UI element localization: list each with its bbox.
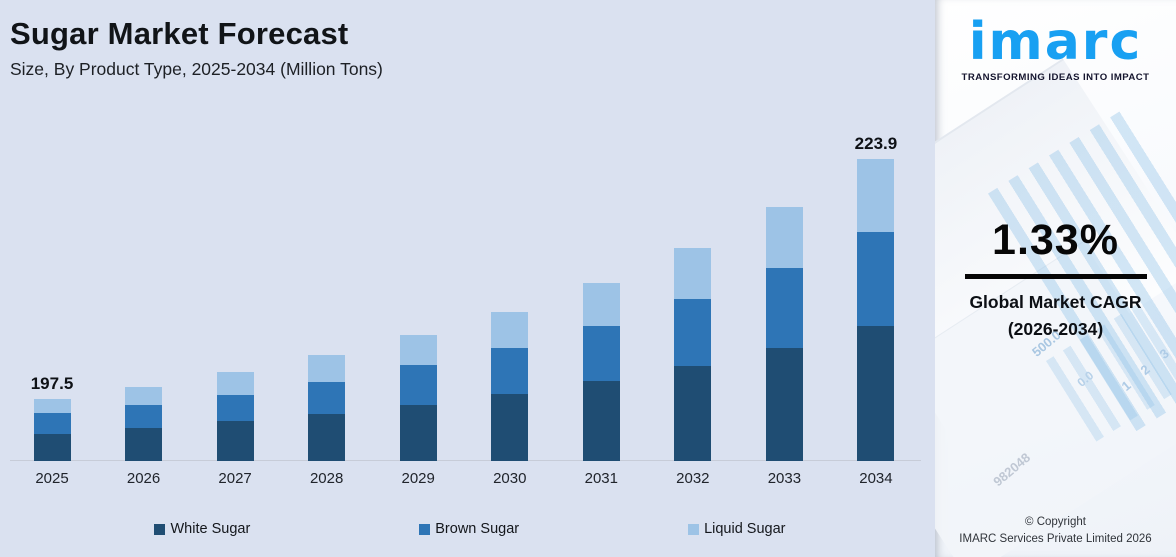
- bar-segment-brown-sugar: [125, 405, 163, 428]
- x-axis-tick-2028: 2028: [309, 470, 344, 487]
- bar-segment-white-sugar: [491, 394, 529, 461]
- decor-watermark-number: 0.0: [1074, 368, 1097, 390]
- copyright-line2: IMARC Services Private Limited 2026: [959, 533, 1152, 545]
- bar-segment-liquid-sugar: [308, 355, 346, 382]
- legend-item-white-sugar: White Sugar: [154, 521, 250, 537]
- chart-legend: White Sugar Brown Sugar Liquid Sugar: [70, 518, 870, 540]
- x-axis-line: [10, 460, 921, 461]
- legend-item-brown-sugar: Brown Sugar: [419, 521, 519, 537]
- x-axis-tick-2027: 2027: [218, 470, 252, 487]
- cagr-label: Global Market CAGR: [969, 292, 1142, 312]
- bar-segment-liquid-sugar: [765, 207, 803, 268]
- plot-area: 197.5 2025 2026 2027 2028 2029 2030 2031 2032 203…: [10, 134, 921, 487]
- stacked-bar-2028: 2028: [308, 355, 346, 487]
- bar-segment-liquid-sugar: [491, 312, 529, 348]
- cagr-value: 1.33%: [992, 216, 1119, 264]
- bar-segment-liquid-sugar: [399, 335, 437, 365]
- bar-segment-brown-sugar: [765, 268, 803, 348]
- x-axis-tick-2029: 2029: [401, 470, 435, 487]
- bar-segment-white-sugar: [674, 366, 712, 461]
- cagr-block: 1.33% Global Market CAGR (2026-2034): [935, 216, 1176, 343]
- stacked-bar-2030: 2030: [491, 312, 529, 487]
- bar-segment-liquid-sugar: [582, 283, 620, 326]
- bar-segment-liquid-sugar: [33, 399, 71, 413]
- legend-label: Liquid Sugar: [704, 521, 786, 537]
- bar-segment-white-sugar: [582, 381, 620, 461]
- stacked-bar-2034: 223.9 2034: [855, 134, 898, 487]
- bar-segment-liquid-sugar: [125, 387, 163, 405]
- stacked-bar-2025: 197.5 2025: [31, 374, 74, 487]
- bar-segment-liquid-sugar: [674, 248, 712, 299]
- stacked-bar-2027: 2027: [216, 372, 254, 487]
- x-axis-tick-2033: 2033: [767, 470, 802, 487]
- x-axis-tick-2031: 2031: [584, 470, 618, 487]
- bar-segment-brown-sugar: [33, 413, 71, 434]
- bar-segment-white-sugar: [216, 421, 254, 461]
- bar-segment-brown-sugar: [216, 395, 254, 421]
- legend-label: Brown Sugar: [435, 521, 520, 537]
- copyright-notice: © Copyright IMARC Services Private Limit…: [935, 514, 1176, 548]
- page-title: Sugar Market Forecast: [10, 16, 349, 51]
- liquid-sugar-swatch-icon: [688, 523, 700, 535]
- imarc-logo-wordmark: imarc: [968, 12, 1143, 72]
- bar-segment-white-sugar: [857, 326, 895, 461]
- brown-sugar-swatch-icon: [419, 523, 431, 535]
- bar-segment-liquid-sugar: [216, 372, 254, 395]
- bar-segment-white-sugar: [308, 414, 346, 461]
- x-axis-tick-2030: 2030: [493, 470, 527, 487]
- bar-segment-brown-sugar: [399, 365, 437, 405]
- data-label-2025: 197.5: [30, 374, 74, 393]
- chart-subtitle: Size, By Product Type, 2025-2034 (Millio…: [10, 59, 383, 79]
- cagr-period: (2026-2034): [1007, 319, 1104, 339]
- decor-watermark-number: 982048: [990, 449, 1034, 490]
- bar-segment-brown-sugar: [674, 299, 712, 366]
- data-label-2034: 223.9: [854, 134, 898, 153]
- stacked-bar-2032: 2032: [674, 248, 712, 487]
- bar-segment-brown-sugar: [857, 232, 895, 326]
- bar-segment-white-sugar: [399, 405, 437, 461]
- stacked-bar-2026: 2026: [125, 387, 163, 487]
- x-axis-tick-2032: 2032: [676, 470, 710, 487]
- imarc-logo: imarc TRANSFORMING IDEAS INTO IMPACT: [935, 12, 1176, 84]
- chart-area: Sugar Market Forecast Size, By Product T…: [10, 16, 921, 540]
- white-sugar-swatch-icon: [154, 523, 166, 535]
- bar-segment-brown-sugar: [491, 348, 529, 394]
- legend-item-liquid-sugar: Liquid Sugar: [688, 521, 786, 537]
- copyright-line1: © Copyright: [1025, 516, 1086, 528]
- legend-label: White Sugar: [170, 521, 251, 537]
- imarc-logo-tagline: TRANSFORMING IDEAS INTO IMPACT: [961, 72, 1150, 84]
- x-axis-tick-2034: 2034: [859, 470, 893, 487]
- x-axis-tick-2025: 2025: [35, 470, 69, 487]
- bar-segment-white-sugar: [765, 348, 803, 461]
- stacked-bar-2029: 2029: [399, 335, 437, 487]
- bar-segment-brown-sugar: [308, 382, 346, 414]
- stacked-bar-2031: 2031: [582, 283, 620, 487]
- bar-segment-brown-sugar: [582, 326, 620, 381]
- brand-panel: 500.0 0.0 1 2 3 4 982048 imarc TRANSFORM…: [935, 0, 1176, 557]
- x-axis-tick-2026: 2026: [126, 470, 161, 487]
- cagr-underline: [964, 274, 1147, 279]
- stacked-bar-2033: 2033: [765, 207, 803, 487]
- bar-segment-white-sugar: [125, 428, 163, 461]
- bar-segment-white-sugar: [33, 434, 71, 461]
- bar-segment-liquid-sugar: [857, 159, 895, 232]
